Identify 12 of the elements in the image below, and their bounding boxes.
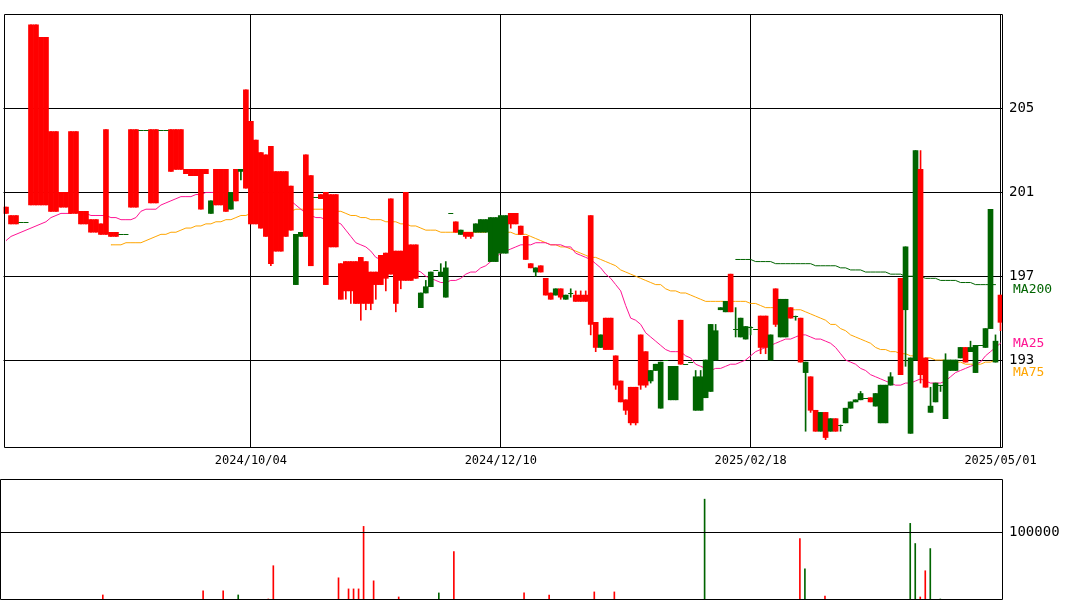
x-tick-label: 2024/10/04	[214, 453, 287, 468]
series-label: MA200	[1013, 280, 1053, 296]
x-tick-label: 2024/12/10	[464, 453, 537, 468]
y-tick-label: 193	[1009, 350, 1035, 367]
text: 100000	[1009, 523, 1060, 540]
series-label: MA75	[1013, 364, 1045, 380]
y-tick-label: 201	[1009, 183, 1035, 200]
x-tick-label: 2025/02/18	[714, 453, 787, 468]
x-tick-label: 2025/05/01	[964, 453, 1037, 468]
y-tick-label: 205	[1009, 99, 1035, 116]
series-label: MA25	[1013, 334, 1045, 350]
y-tick-label: 197	[1009, 266, 1035, 283]
